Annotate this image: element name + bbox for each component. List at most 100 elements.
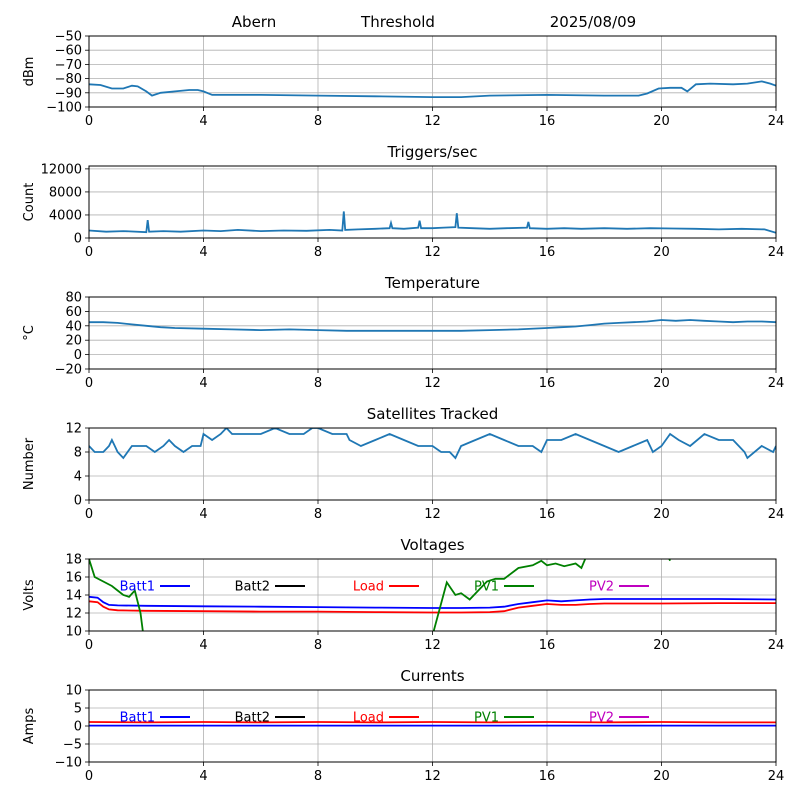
x-tick-label: 4: [199, 376, 207, 391]
y-tick-label: 16: [65, 571, 82, 586]
x-tick-label: 0: [85, 638, 93, 653]
x-tick-label: 12: [424, 507, 441, 522]
x-tick-label: 12: [424, 114, 441, 129]
series-line-batt1: [89, 595, 776, 609]
y-tick-label: 0: [74, 232, 82, 247]
x-tick-label: 16: [539, 114, 556, 129]
x-tick-label: 16: [539, 769, 556, 784]
y-tick-label: 10: [65, 684, 82, 699]
x-tick-label: 0: [85, 507, 93, 522]
y-tick-label: 0: [74, 720, 82, 735]
series-line-load: [89, 600, 776, 614]
x-tick-label: 20: [653, 769, 670, 784]
panel-title: Voltages: [400, 536, 464, 554]
plot-frame: [88, 427, 777, 501]
legend-label-batt2: Batt2: [235, 580, 270, 595]
y-tick-label: 8: [74, 446, 82, 461]
legend-label-pv2: PV2: [589, 711, 614, 726]
legend-label-load: Load: [353, 711, 384, 726]
panel-title: Triggers/sec: [387, 143, 478, 161]
x-tick-label: 0: [85, 114, 93, 129]
x-tick-label: 24: [768, 376, 785, 391]
y-axis-label: Count: [22, 183, 37, 222]
x-tick-label: 8: [314, 507, 322, 522]
series-line-data: [89, 428, 776, 460]
legend-label-batt1: Batt1: [120, 580, 155, 595]
x-tick-label: 12: [424, 376, 441, 391]
panel-4: 0 4 8 12 16 20 24 0 4 8 12 Satellites Tracked Number: [22, 405, 784, 522]
panel-5: 0 4 8 12 16 20 24 10 12 14 16 18 Voltages Volts Batt1 B…: [22, 536, 784, 653]
legend-label-pv2: PV2: [589, 580, 614, 595]
y-tick-label: 4000: [49, 208, 82, 223]
x-tick-label: 8: [314, 638, 322, 653]
legend-label-load: Load: [353, 580, 384, 595]
x-tick-label: 4: [199, 638, 207, 653]
plot-frame: [88, 296, 777, 370]
panel-2: 0 4 8 12 16 20 24 0 4000 8000 12000 Triggers/sec Cou…: [22, 143, 784, 260]
header-date: 2025/08/09: [550, 13, 636, 31]
plot-frame: [88, 165, 777, 239]
header-label: Threshold: [360, 13, 435, 31]
panel-title: Currents: [400, 667, 464, 685]
y-tick-label: 10: [65, 625, 82, 640]
panel-title: Satellites Tracked: [367, 405, 498, 423]
series-line-data: [89, 80, 776, 98]
series-line-data: [89, 319, 776, 332]
panel-1: 0 4 8 12 16 20 24 −50−60−70−80−90−100 dBm: [22, 30, 784, 130]
x-tick-label: 4: [199, 114, 207, 129]
x-tick-label: 4: [199, 245, 207, 260]
x-tick-label: 8: [314, 245, 322, 260]
y-tick-label: 40: [65, 319, 82, 334]
x-tick-label: 0: [85, 376, 93, 391]
x-tick-label: 16: [539, 638, 556, 653]
plot-frame: [88, 689, 777, 763]
x-tick-label: 24: [768, 114, 785, 129]
x-tick-label: 24: [768, 245, 785, 260]
x-tick-label: 20: [653, 638, 670, 653]
legend-label-pv1: PV1: [474, 711, 499, 726]
y-tick-label: −10: [55, 756, 82, 771]
x-tick-label: 16: [539, 507, 556, 522]
y-tick-label: −80: [55, 72, 82, 87]
y-tick-label: −20: [55, 363, 82, 378]
x-tick-label: 12: [424, 245, 441, 260]
y-tick-label: −90: [55, 86, 82, 101]
plot-frame: [88, 35, 777, 108]
x-tick-label: 16: [539, 245, 556, 260]
x-tick-label: 20: [653, 507, 670, 522]
y-tick-label: 80: [65, 291, 82, 306]
y-tick-label: −100: [46, 101, 82, 116]
y-tick-label: 0: [74, 494, 82, 509]
x-tick-label: 0: [85, 245, 93, 260]
y-tick-label: −5: [63, 738, 82, 753]
y-tick-label: 8000: [49, 185, 82, 200]
x-tick-label: 8: [314, 114, 322, 129]
y-axis-label: Amps: [22, 707, 37, 744]
y-tick-label: 18: [65, 553, 82, 568]
y-tick-label: 60: [65, 305, 82, 320]
header-station: Abern: [232, 13, 276, 31]
x-tick-label: 12: [424, 638, 441, 653]
x-tick-label: 8: [314, 769, 322, 784]
y-tick-label: 14: [65, 589, 82, 604]
y-tick-label: −70: [55, 58, 82, 73]
legend-label-pv1: PV1: [474, 580, 499, 595]
y-tick-label: 0: [74, 348, 82, 363]
panel-6: 0 4 8 12 16 20 24 −10 −5 0 5 10 Currents Amps Batt1 Bat…: [22, 667, 784, 784]
x-tick-label: 8: [314, 376, 322, 391]
x-tick-label: 12: [424, 769, 441, 784]
y-tick-label: 12: [65, 422, 82, 437]
x-tick-label: 24: [768, 507, 785, 522]
y-tick-label: −60: [55, 44, 82, 59]
x-tick-label: 24: [768, 769, 785, 784]
plot-frame: [88, 558, 777, 632]
series-line-data: [89, 211, 776, 234]
x-tick-label: 20: [653, 376, 670, 391]
y-axis-label: °C: [22, 325, 37, 341]
series-line-pv1: [89, 559, 671, 631]
y-tick-label: −50: [55, 30, 82, 45]
y-tick-label: 5: [74, 702, 82, 717]
x-tick-label: 20: [653, 114, 670, 129]
